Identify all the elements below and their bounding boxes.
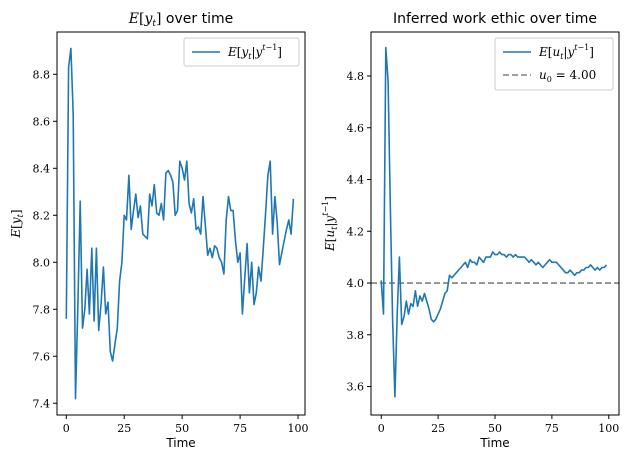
left-x-tick-label: 25 <box>117 422 131 435</box>
left-legend: E[yt|yt−1] <box>183 37 300 67</box>
left-ticks <box>53 73 299 419</box>
right-y-tick-label: 4.8 <box>347 70 365 83</box>
right-legend-reference-label: u0 = 4.00 <box>539 68 596 84</box>
right-legend: E[ut|yt−1] u0 = 4.00 <box>494 37 614 91</box>
right-x-tick-label: 50 <box>488 422 502 435</box>
left-x-tick-label: 0 <box>63 422 70 435</box>
right-series-line <box>380 46 608 398</box>
left-legend-series-label: E[yt|yt−1] <box>227 43 282 61</box>
left-series-line <box>65 47 295 400</box>
right-x-tick-label: 100 <box>598 422 619 435</box>
left-legend-box <box>183 37 300 67</box>
right-x-tick-label: 25 <box>431 422 445 435</box>
left-chart-title: E[yt] over time <box>128 11 233 29</box>
right-legend-box <box>494 37 614 91</box>
left-x-tick-label: 100 <box>288 422 309 435</box>
left-y-tick-label: 8.6 <box>33 115 51 128</box>
left-plot-area <box>65 47 295 400</box>
right-y-axis-label: E[ut|yt−1] <box>321 196 339 252</box>
right-legend-series-label: E[ut|yt−1] <box>538 43 594 61</box>
left-y-tick-label: 8.4 <box>33 162 51 175</box>
right-y-tick-label: 3.8 <box>347 329 365 342</box>
left-x-axis-label: Time <box>165 436 195 450</box>
right-y-tick-label: 4.6 <box>347 122 365 135</box>
right-x-axis-label: Time <box>479 436 509 450</box>
left-y-tick-label: 8.2 <box>33 209 51 222</box>
left-axes-frame <box>56 31 306 416</box>
left-x-tick-label: 50 <box>175 422 189 435</box>
left-y-tick-label: 7.8 <box>33 303 51 316</box>
right-axes-frame <box>370 31 620 416</box>
left-y-tick-label: 7.6 <box>33 350 51 363</box>
left-y-axis-label: E[yt] <box>9 209 25 238</box>
right-plot-area <box>371 46 619 398</box>
left-y-tick-label: 8.8 <box>33 68 51 81</box>
left-y-tick-label: 7.4 <box>33 397 51 410</box>
left-tick-labels: 0 25 50 75 100 7.4 7.6 7.8 8.0 8.2 8.4 8.6 8.8 <box>33 68 309 435</box>
right-y-tick-label: 4.0 <box>347 277 365 290</box>
left-y-tick-label: 8.0 <box>33 256 51 269</box>
right-y-tick-label: 4.4 <box>347 174 365 187</box>
right-chart-title: Inferred work ethic over time <box>393 11 597 27</box>
right-chart-panel: 0 25 50 75 100 3.6 3.8 4.0 4.2 4.4 4.6 4.8 Inferred… <box>321 11 620 450</box>
right-ticks <box>367 75 610 419</box>
right-tick-labels: 0 25 50 75 100 3.6 3.8 4.0 4.2 4.4 4.6 4.8 <box>347 70 620 435</box>
right-y-tick-label: 3.6 <box>347 381 365 394</box>
right-x-tick-label: 75 <box>545 422 559 435</box>
left-chart-panel: 0 25 50 75 100 7.4 7.6 7.8 8.0 8.2 8.4 8.6 8.8 E[yt]… <box>9 11 309 450</box>
right-y-tick-label: 4.2 <box>347 225 365 238</box>
right-x-tick-label: 0 <box>378 422 385 435</box>
left-x-tick-label: 75 <box>233 422 247 435</box>
